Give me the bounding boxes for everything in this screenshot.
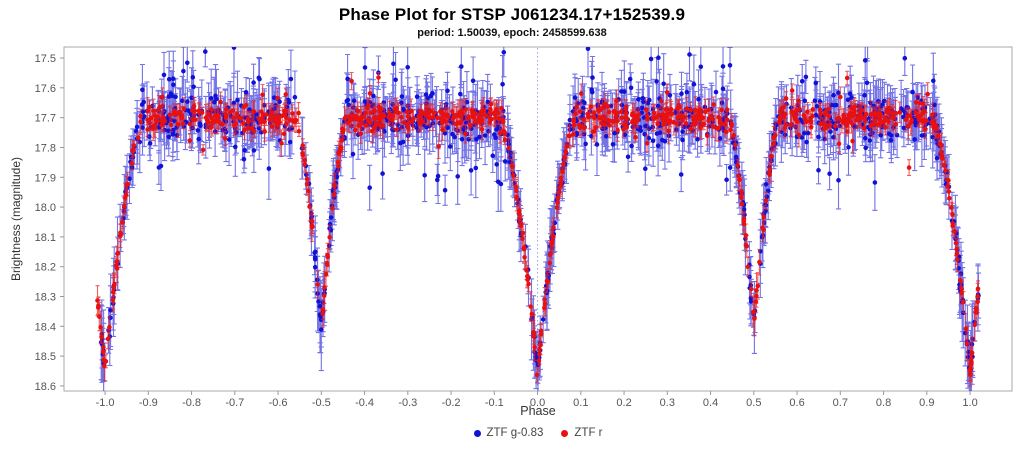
svg-text:-0.1: -0.1	[485, 397, 504, 409]
svg-text:0.3: 0.3	[660, 397, 675, 409]
x-axis-label: Phase	[520, 404, 556, 418]
svg-text:18.1: 18.1	[35, 232, 56, 244]
svg-text:18.4: 18.4	[35, 321, 56, 333]
svg-text:0.6: 0.6	[789, 397, 804, 409]
chart-subtitle: period: 1.50039, epoch: 2458599.638	[417, 27, 607, 39]
legend-dot-ztf-g-icon	[473, 429, 481, 437]
chart-title: Phase Plot for STSP J061234.17+152539.9	[338, 5, 686, 24]
svg-text:-0.2: -0.2	[442, 397, 461, 409]
svg-text:0.9: 0.9	[919, 397, 934, 409]
svg-text:0.7: 0.7	[833, 397, 848, 409]
svg-text:18.2: 18.2	[35, 262, 56, 274]
svg-text:-0.4: -0.4	[355, 397, 374, 409]
svg-text:-1.0: -1.0	[96, 397, 115, 409]
svg-text:-0.6: -0.6	[269, 397, 288, 409]
svg-text:18.5: 18.5	[35, 351, 56, 363]
svg-text:-0.9: -0.9	[139, 397, 158, 409]
svg-text:18.0: 18.0	[35, 202, 56, 214]
svg-text:-0.8: -0.8	[182, 397, 201, 409]
svg-text:0.4: 0.4	[703, 397, 718, 409]
svg-text:-0.7: -0.7	[225, 397, 244, 409]
svg-text:1.0: 1.0	[962, 397, 977, 409]
legend-dot-ztf-r-icon	[561, 429, 569, 437]
svg-text:0.0: 0.0	[530, 397, 545, 409]
legend-item-ztf-g: ZTF g-0.83	[473, 427, 544, 439]
legend-label-ztf-r: ZTF r	[574, 427, 603, 439]
svg-text:0.5: 0.5	[746, 397, 761, 409]
svg-text:17.9: 17.9	[35, 172, 56, 184]
svg-text:17.5: 17.5	[35, 53, 56, 65]
svg-text:-0.3: -0.3	[398, 397, 417, 409]
svg-text:0.1: 0.1	[573, 397, 588, 409]
legend-label-ztf-g: ZTF g-0.83	[486, 427, 544, 439]
svg-text:17.7: 17.7	[35, 113, 56, 125]
svg-text:0.8: 0.8	[876, 397, 891, 409]
svg-text:18.6: 18.6	[35, 381, 56, 393]
svg-text:18.3: 18.3	[35, 292, 56, 304]
y-axis-label: Brightness (magnitude)	[9, 156, 23, 282]
svg-text:17.8: 17.8	[35, 142, 56, 154]
svg-text:-0.5: -0.5	[312, 397, 331, 409]
legend: ZTF g-0.83 ZTF r	[0, 427, 1024, 439]
svg-text:17.6: 17.6	[35, 83, 56, 95]
legend-item-ztf-r: ZTF r	[561, 427, 603, 439]
svg-text:0.2: 0.2	[616, 397, 631, 409]
